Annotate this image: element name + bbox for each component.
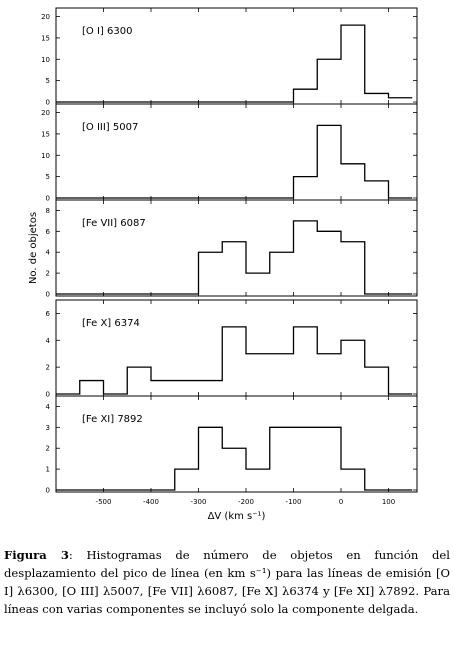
- caption-label: Figura 3: [4, 548, 69, 562]
- panel-frame: [55, 299, 418, 397]
- panel-label: [Fe X] 6374: [82, 318, 140, 329]
- y-tick-label: 0: [46, 487, 50, 495]
- y-tick-label: 20: [41, 109, 50, 117]
- y-tick-label: 5: [46, 173, 50, 181]
- y-tick-label: 15: [41, 130, 50, 138]
- y-tick-label: 5: [46, 77, 50, 85]
- histogram-step: [56, 24, 413, 103]
- y-tick-label: 3: [46, 424, 50, 432]
- y-tick-label: 1: [46, 466, 50, 474]
- y-tick-label: 2: [46, 364, 50, 372]
- caption-text: : Histogramas de número de objetos en fu…: [4, 548, 450, 616]
- panel-frame: [55, 395, 418, 493]
- y-tick-label: 6: [46, 310, 51, 318]
- histogram-step: [56, 124, 413, 199]
- figure-caption: Figura 3: Histogramas de número de objet…: [4, 546, 450, 618]
- panel-frame: [55, 103, 418, 201]
- histogram-step: [56, 326, 413, 395]
- panel-label: [O I] 6300: [82, 26, 132, 37]
- y-tick-label: 20: [41, 13, 50, 21]
- y-axis-label: No. de objetos: [28, 212, 39, 284]
- x-tick-label: -300: [191, 498, 207, 506]
- histogram-step: [56, 220, 413, 295]
- x-tick-label: -200: [238, 498, 254, 506]
- y-tick-label: 0: [46, 391, 50, 399]
- x-tick-label: 100: [382, 498, 395, 506]
- y-tick-label: 0: [46, 195, 50, 203]
- y-tick-label: 2: [46, 445, 50, 453]
- x-tick-label: -500: [96, 498, 112, 506]
- y-tick-label: 10: [41, 152, 50, 160]
- y-tick-label: 8: [46, 207, 50, 215]
- panel-label: [O III] 5007: [82, 122, 138, 133]
- y-tick-label: 6: [46, 228, 51, 236]
- y-tick-label: 4: [46, 403, 51, 411]
- x-tick-label: -400: [143, 498, 159, 506]
- panel-label: [Fe VII] 6087: [82, 218, 146, 229]
- y-tick-label: 4: [46, 337, 51, 345]
- histogram-step: [56, 426, 413, 491]
- y-tick-label: 10: [41, 56, 50, 64]
- y-tick-label: 4: [46, 249, 51, 257]
- panel-frame: [55, 7, 418, 105]
- panel-frame: [55, 199, 418, 297]
- panel-label: [Fe XI] 7892: [82, 414, 143, 425]
- y-tick-label: 0: [46, 291, 50, 299]
- x-axis-label: ΔV (km s⁻¹): [208, 511, 266, 522]
- y-tick-label: 2: [46, 270, 50, 278]
- x-tick-label: -100: [286, 498, 302, 506]
- x-tick-label: 0: [339, 498, 343, 506]
- y-tick-label: 0: [46, 99, 50, 107]
- y-tick-label: 15: [41, 34, 50, 42]
